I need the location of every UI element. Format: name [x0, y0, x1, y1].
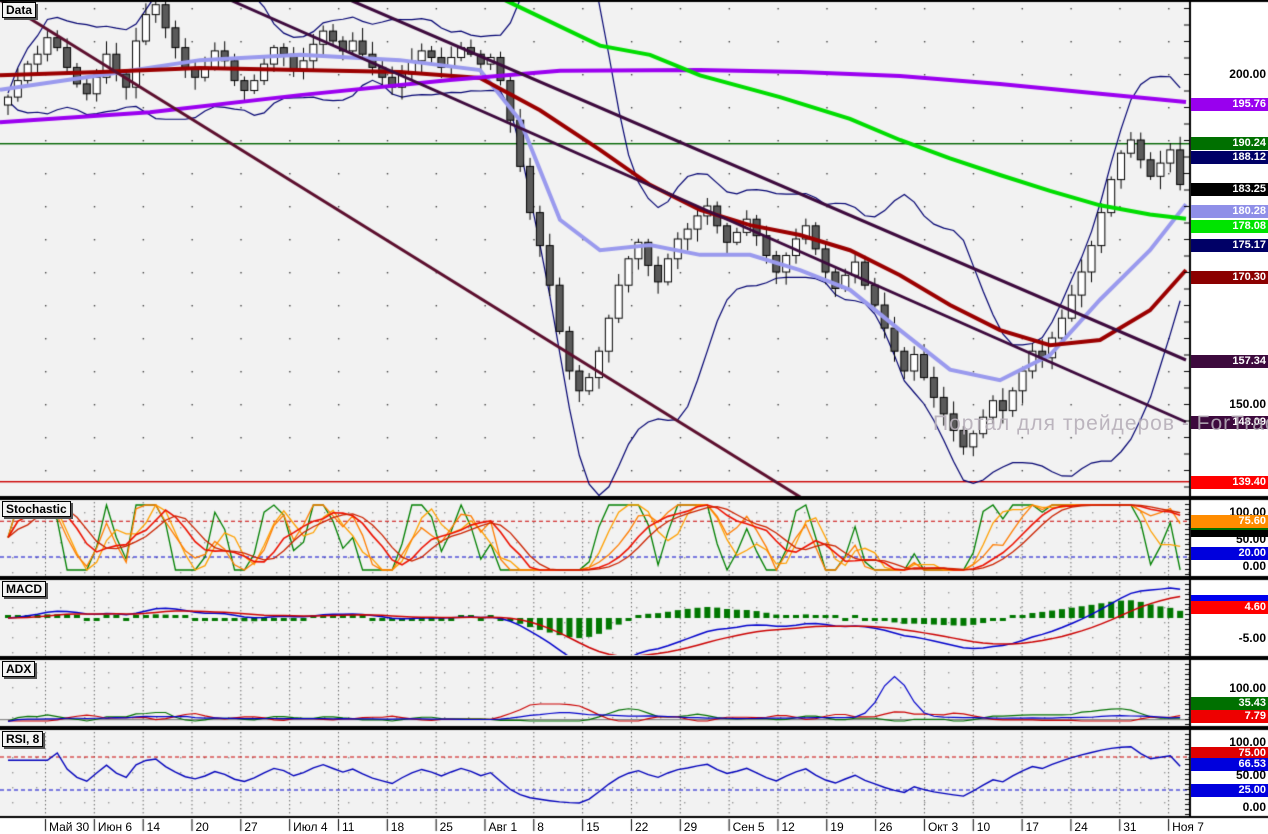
watermark: Портал для трейдеров - ForTrader.ru [933, 412, 1268, 435]
panel-title-stochastic[interactable]: Stochastic [2, 501, 71, 517]
panel-title-rsi[interactable]: RSI, 8 [2, 731, 44, 747]
panel-title-macd[interactable]: MACD [2, 581, 46, 597]
panel-title-adx[interactable]: ADX [2, 661, 36, 677]
panel-title-data[interactable]: Data [2, 2, 37, 18]
